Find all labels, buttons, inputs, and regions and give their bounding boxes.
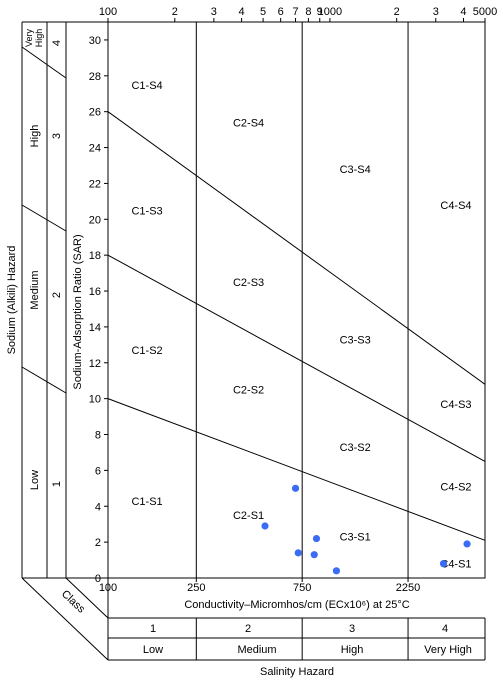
data-point-2 bbox=[261, 522, 269, 530]
top-tick-label-10: 2 bbox=[394, 6, 400, 18]
y-tick-label-26: 26 bbox=[89, 107, 101, 119]
salinity-class-name-medium: Medium bbox=[237, 644, 276, 656]
data-point-5 bbox=[312, 534, 321, 543]
y-tick-label-12: 12 bbox=[89, 358, 101, 370]
salinity-class-number-1: 1 bbox=[150, 623, 156, 635]
top-tick-label-13: 5000 bbox=[473, 6, 497, 18]
region-label-c1-s4: C1-S4 bbox=[131, 80, 162, 92]
y-tick-label-16: 16 bbox=[89, 286, 101, 298]
class-boundary-lines bbox=[195, 22, 409, 578]
sodium-class-name-very-high-line2: High bbox=[34, 29, 44, 48]
salinity-hazard-table bbox=[107, 578, 486, 661]
region-label-c3-s1: C3-S1 bbox=[340, 532, 371, 544]
data-points bbox=[261, 484, 471, 575]
data-point-8 bbox=[463, 540, 471, 548]
region-label-c4-s4: C4-S4 bbox=[440, 200, 471, 212]
y-tick-label-6: 6 bbox=[95, 465, 101, 477]
y-tick-label-14: 14 bbox=[89, 322, 101, 334]
sodium-class-number-3: 3 bbox=[51, 133, 63, 139]
salinity-class-header: Class bbox=[59, 588, 88, 616]
sodium-class-number-4: 4 bbox=[51, 40, 63, 46]
salinity-class-number-3: 3 bbox=[349, 623, 355, 635]
region-label-c3-s2: C3-S2 bbox=[340, 442, 371, 454]
y-tick-label-24: 24 bbox=[89, 143, 101, 155]
sodium-class-number-1: 1 bbox=[51, 481, 63, 487]
bottom-tick-label-2: 750 bbox=[293, 582, 311, 594]
top-tick-label-7: 8 bbox=[305, 6, 311, 18]
y-tick-label-4: 4 bbox=[95, 501, 101, 513]
sodium-hazard-panel bbox=[21, 21, 109, 661]
y-tick-label-18: 18 bbox=[89, 250, 101, 262]
sodium-hazard-axis-label: Sodium (Alkili) Hazard bbox=[6, 246, 18, 355]
region-labels: C1-S4 C1-S3 C1-S2 C1-S1 C2-S4 C2-S3 C2-S2 C2-S1… bbox=[131, 80, 471, 571]
top-tick-label-12: 4 bbox=[460, 6, 466, 18]
top-tick-label-4: 5 bbox=[260, 6, 266, 18]
sodium-class-number-2: 2 bbox=[51, 292, 63, 298]
region-label-c2-s1: C2-S1 bbox=[233, 510, 264, 522]
salinity-class-dividers bbox=[195, 618, 409, 660]
top-tick-label-9: 1000 bbox=[318, 6, 342, 18]
data-point-1 bbox=[291, 484, 300, 492]
salinity-class-number-4: 4 bbox=[442, 623, 448, 635]
top-tick-label-0: 100 bbox=[99, 6, 117, 18]
salinity-class-name-high: High bbox=[341, 644, 364, 656]
bottom-tick-label-3: 2250 bbox=[396, 582, 420, 594]
y-axis-label: Sodium-Adsorption Ratio (SAR) bbox=[72, 234, 84, 389]
salinity-class-name-low: Low bbox=[143, 644, 163, 656]
x-axis-label: Conductivity–Micromhos/cm (ECx10⁶) at 25… bbox=[184, 599, 409, 611]
sodium-class-name-low: Low bbox=[29, 470, 41, 490]
y-tick-label-0: 0 bbox=[95, 573, 101, 585]
region-label-c2-s2: C2-S2 bbox=[233, 385, 264, 397]
top-tick-label-2: 3 bbox=[211, 6, 217, 18]
salinity-class-number-2: 2 bbox=[245, 623, 251, 635]
top-tick-label-11: 3 bbox=[433, 6, 439, 18]
data-point-6 bbox=[332, 567, 341, 575]
plot-frame bbox=[107, 21, 486, 579]
region-label-c1-s3: C1-S3 bbox=[131, 205, 162, 217]
region-label-c2-s3: C2-S3 bbox=[233, 277, 264, 289]
top-tick-label-1: 2 bbox=[172, 6, 178, 18]
region-label-c4-s3: C4-S3 bbox=[440, 399, 471, 411]
region-label-c3-s4: C3-S4 bbox=[340, 164, 371, 176]
salinity-class-name-very-high: Very High bbox=[424, 644, 472, 656]
y-tick-label-2: 2 bbox=[95, 537, 101, 549]
top-tick-label-3: 4 bbox=[239, 6, 245, 18]
y-tick-label-8: 8 bbox=[95, 430, 101, 442]
region-label-c4-s2: C4-S2 bbox=[440, 482, 471, 494]
sar-boundary-line-3 bbox=[107, 398, 486, 541]
y-tick-label-30: 30 bbox=[89, 35, 101, 47]
data-point-7 bbox=[439, 560, 448, 568]
bottom-tick-label-1: 250 bbox=[187, 582, 205, 594]
top-tick-label-8: 9 bbox=[317, 6, 323, 18]
region-label-c3-s3: C3-S3 bbox=[340, 334, 371, 346]
y-tick-label-22: 22 bbox=[89, 178, 101, 190]
top-tick-label-5: 6 bbox=[278, 6, 284, 18]
salinity-hazard-axis-label: Salinity Hazard bbox=[260, 666, 334, 678]
region-label-c4-s1: C4-S1 bbox=[440, 559, 471, 571]
y-tick-label-10: 10 bbox=[89, 394, 101, 406]
region-label-c1-s1: C1-S1 bbox=[131, 496, 162, 508]
region-label-c2-s4: C2-S4 bbox=[233, 117, 264, 129]
y-tick-label-20: 20 bbox=[89, 214, 101, 226]
sodium-class-name-medium: Medium bbox=[29, 270, 41, 309]
y-tick-label-28: 28 bbox=[89, 71, 101, 83]
sodium-class-name-very-high-line1: Very bbox=[24, 28, 34, 47]
data-point-3 bbox=[294, 549, 302, 557]
region-label-c1-s2: C1-S2 bbox=[131, 345, 162, 357]
top-tick-label-6: 7 bbox=[292, 6, 298, 18]
data-point-4 bbox=[310, 551, 318, 559]
bottom-ticks: 100 250 750 2250 bbox=[99, 578, 420, 594]
sar-boundary-line-1 bbox=[107, 111, 486, 385]
sar-boundary-lines bbox=[107, 111, 486, 541]
sar-boundary-line-2 bbox=[107, 254, 486, 462]
sodium-class-name-high: High bbox=[29, 125, 41, 148]
